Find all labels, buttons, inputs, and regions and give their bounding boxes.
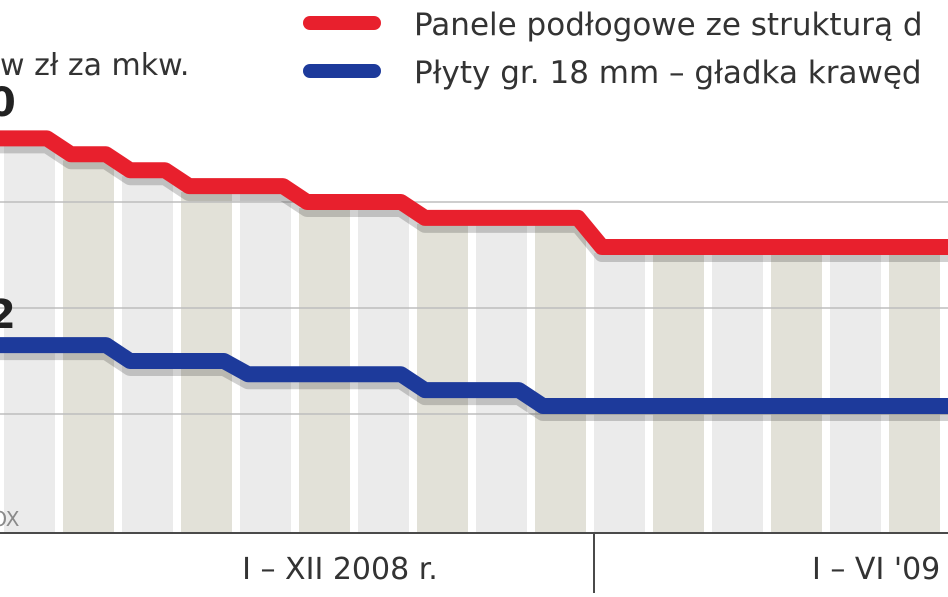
- data-point: [208, 184, 212, 188]
- data-point: [149, 168, 153, 172]
- x-axis: I – XII 2008 r. I – VI '09: [0, 532, 948, 593]
- series-line-plyty: [0, 337, 948, 415]
- data-point: [326, 372, 330, 376]
- data-point: [680, 404, 684, 408]
- data-point: [90, 152, 94, 156]
- data-point: [857, 245, 861, 249]
- column-band: [417, 223, 468, 533]
- data-point: [739, 245, 743, 249]
- x-period-label-2009: I – VI '09: [812, 552, 940, 587]
- data-point: [916, 404, 920, 408]
- column-bands: [4, 144, 940, 534]
- column-band: [535, 223, 586, 533]
- column-band: [830, 253, 881, 534]
- data-point: [444, 216, 448, 220]
- data-point: [267, 184, 271, 188]
- data-point: [798, 404, 802, 408]
- series-lines: [0, 130, 948, 422]
- data-point: [208, 359, 212, 363]
- column-band: [594, 253, 645, 534]
- data-point: [267, 372, 271, 376]
- data-point: [385, 200, 389, 204]
- column-band: [240, 192, 291, 533]
- legend-label-plyty: Płyty gr. 18 mm – gładka krawęd: [414, 55, 922, 91]
- data-point: [621, 404, 625, 408]
- data-point: [90, 343, 94, 347]
- data-point: [326, 200, 330, 204]
- column-band: [889, 253, 940, 534]
- data-point: [385, 372, 389, 376]
- data-point: [562, 404, 566, 408]
- data-point: [680, 245, 684, 249]
- column-band: [476, 223, 527, 533]
- y-tick-label-mid: 2: [0, 292, 16, 338]
- legend: Panele podłogowe ze strukturą d Płyty gr…: [303, 7, 923, 91]
- column-band: [771, 253, 822, 534]
- data-point: [503, 388, 507, 392]
- column-band: [712, 253, 763, 534]
- column-band: [653, 253, 704, 534]
- data-point: [149, 359, 153, 363]
- data-point: [562, 216, 566, 220]
- y-tick-label-top: 0: [0, 80, 16, 126]
- series-line-panele: [0, 130, 948, 256]
- data-point: [916, 245, 920, 249]
- legend-label-panele: Panele podłogowe ze strukturą d: [414, 7, 923, 43]
- data-point: [444, 388, 448, 392]
- data-point: [31, 343, 35, 347]
- source-label: VOX: [0, 507, 20, 531]
- x-period-label-2008: I – XII 2008 r.: [242, 552, 438, 587]
- unit-label: w zł za mkw.: [0, 48, 189, 83]
- data-point: [503, 216, 507, 220]
- data-point: [857, 404, 861, 408]
- data-point: [739, 404, 743, 408]
- data-point: [798, 245, 802, 249]
- data-point: [621, 245, 625, 249]
- data-point: [31, 136, 35, 140]
